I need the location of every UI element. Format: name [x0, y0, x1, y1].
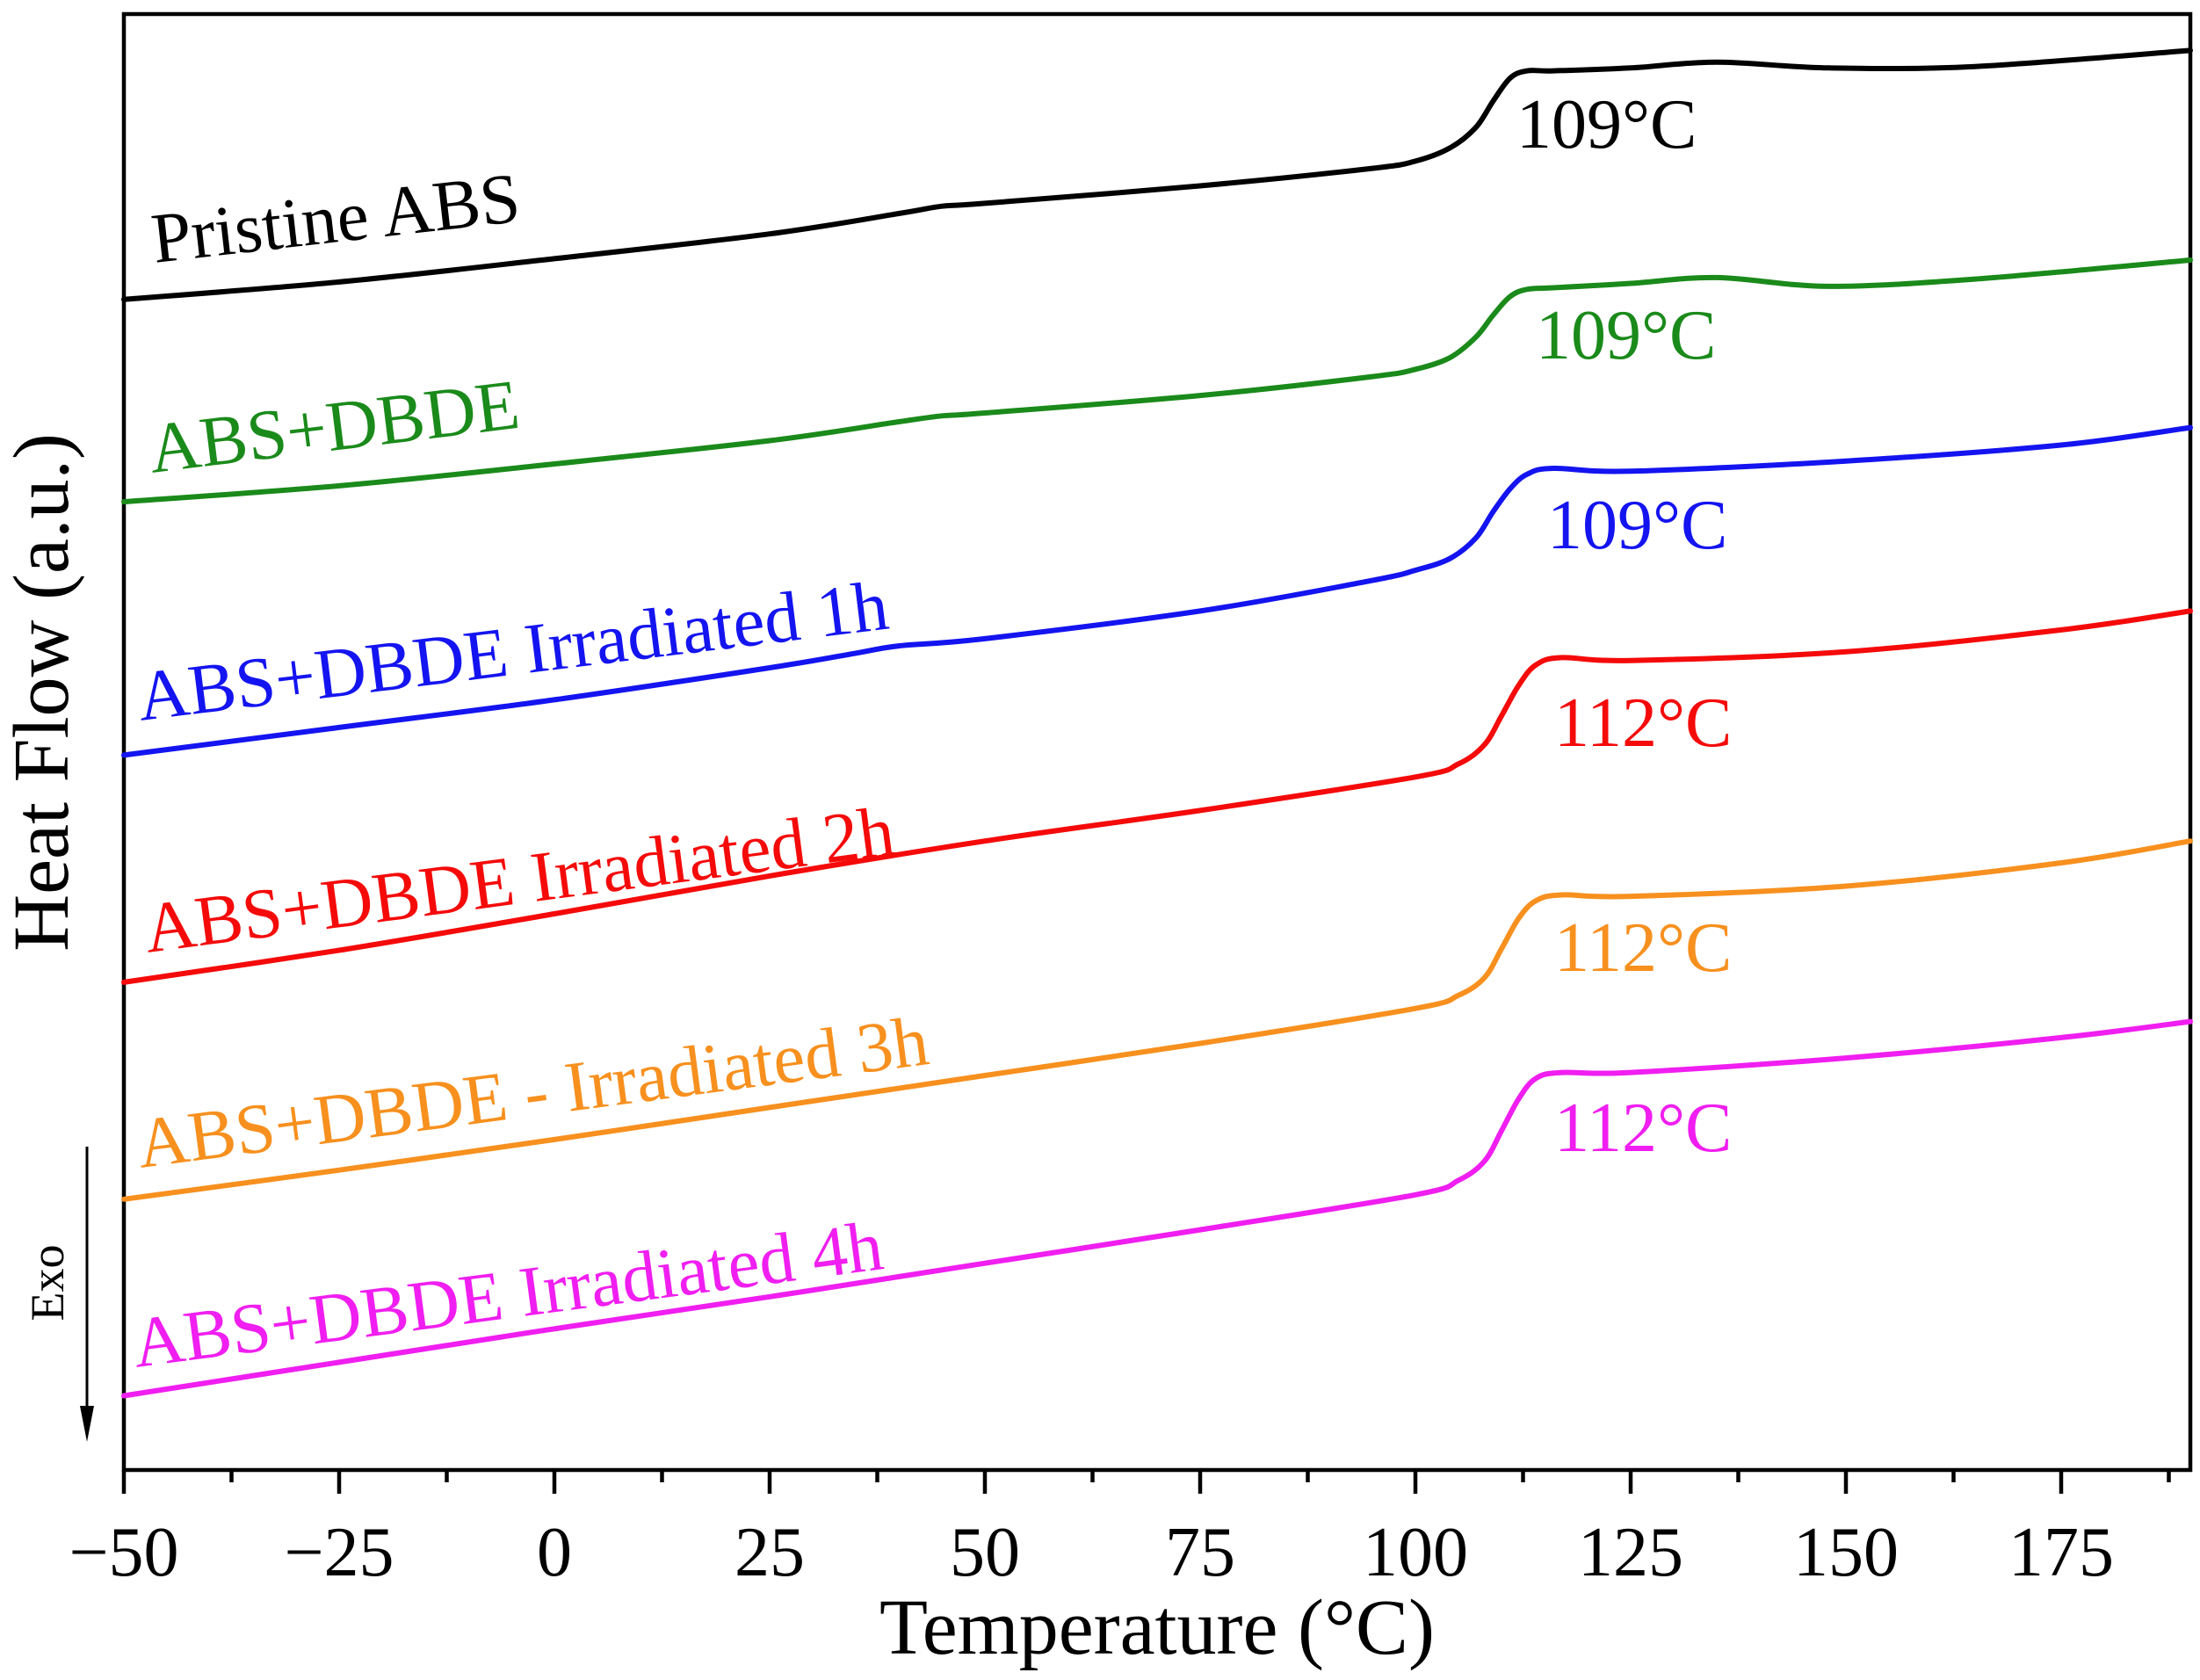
series-line-abs-dbde-irradiated-4h [121, 1018, 2193, 1399]
x-tick-label: 25 [735, 1514, 805, 1591]
series-label-abs-dbde-irradiated-1h: ABS+DBDE Irradiated 1h [133, 566, 893, 736]
series-label-abs-dbde-irradiated-3h: ABS+DBDE - Irradiated 3h [133, 1001, 933, 1184]
tg-annotation-pristine-abs: 109°C [1516, 86, 1697, 163]
series-label-pristine-abs: Pristine ABS [148, 158, 524, 279]
series-line-abs-dbde [121, 257, 2193, 505]
plot-frame [121, 11, 2193, 1473]
x-tick-label: 100 [1363, 1514, 1468, 1591]
series-line-pristine-abs [121, 47, 2193, 302]
x-tick-label: 125 [1578, 1514, 1683, 1591]
x-tick-label: 75 [1165, 1514, 1235, 1591]
exo-label: Exo [21, 1245, 74, 1322]
y-axis-label: Heat Flow (a.u.) [0, 433, 85, 952]
tg-annotations: 109°C 109°C 109°C 112°C 112°C 112°C [1516, 86, 1732, 1167]
exo-indicator: Exo [21, 1147, 94, 1442]
series-label-abs-dbde: ABS+DBDE [144, 365, 524, 489]
series-line-abs-dbde-irradiated-3h [121, 838, 2193, 1202]
series-lines [121, 47, 2193, 1399]
series-labels: Pristine ABS ABS+DBDE ABS+DBDE Irradiated … [128, 158, 933, 1383]
series-line-abs-dbde-irradiated-2h [121, 608, 2193, 985]
tg-annotation-abs-dbde-irradiated-1h: 109°C [1547, 487, 1727, 564]
series-label-abs-dbde-irradiated-2h: ABS+DBDE Irradiated 2h [140, 791, 899, 967]
x-tick-label: 150 [1793, 1514, 1899, 1591]
tg-annotation-abs-dbde-irradiated-4h: 112°C [1554, 1090, 1732, 1167]
tg-annotation-abs-dbde-irradiated-3h: 112°C [1554, 909, 1732, 987]
series-line-abs-dbde-irradiated-1h [121, 424, 2193, 758]
x-tick-label: 50 [950, 1514, 1020, 1591]
exo-arrow-head-icon [80, 1406, 94, 1442]
series-label-abs-dbde-irradiated-4h: ABS+DBDE Irradiated 4h [128, 1206, 887, 1382]
tg-annotation-abs-dbde-irradiated-2h: 112°C [1554, 684, 1732, 762]
x-tick-label: 175 [2008, 1514, 2114, 1591]
x-axis-label: Temperature (°C) [879, 1584, 1435, 1671]
x-tick-label: −50 [69, 1514, 178, 1591]
tg-annotation-abs-dbde: 109°C [1536, 297, 1716, 374]
x-tick-label: 0 [537, 1514, 572, 1591]
x-tick-label: −25 [284, 1514, 394, 1591]
x-axis-ticks: −50 −25 0 25 50 75 100 125 150 175 [69, 1470, 2171, 1591]
